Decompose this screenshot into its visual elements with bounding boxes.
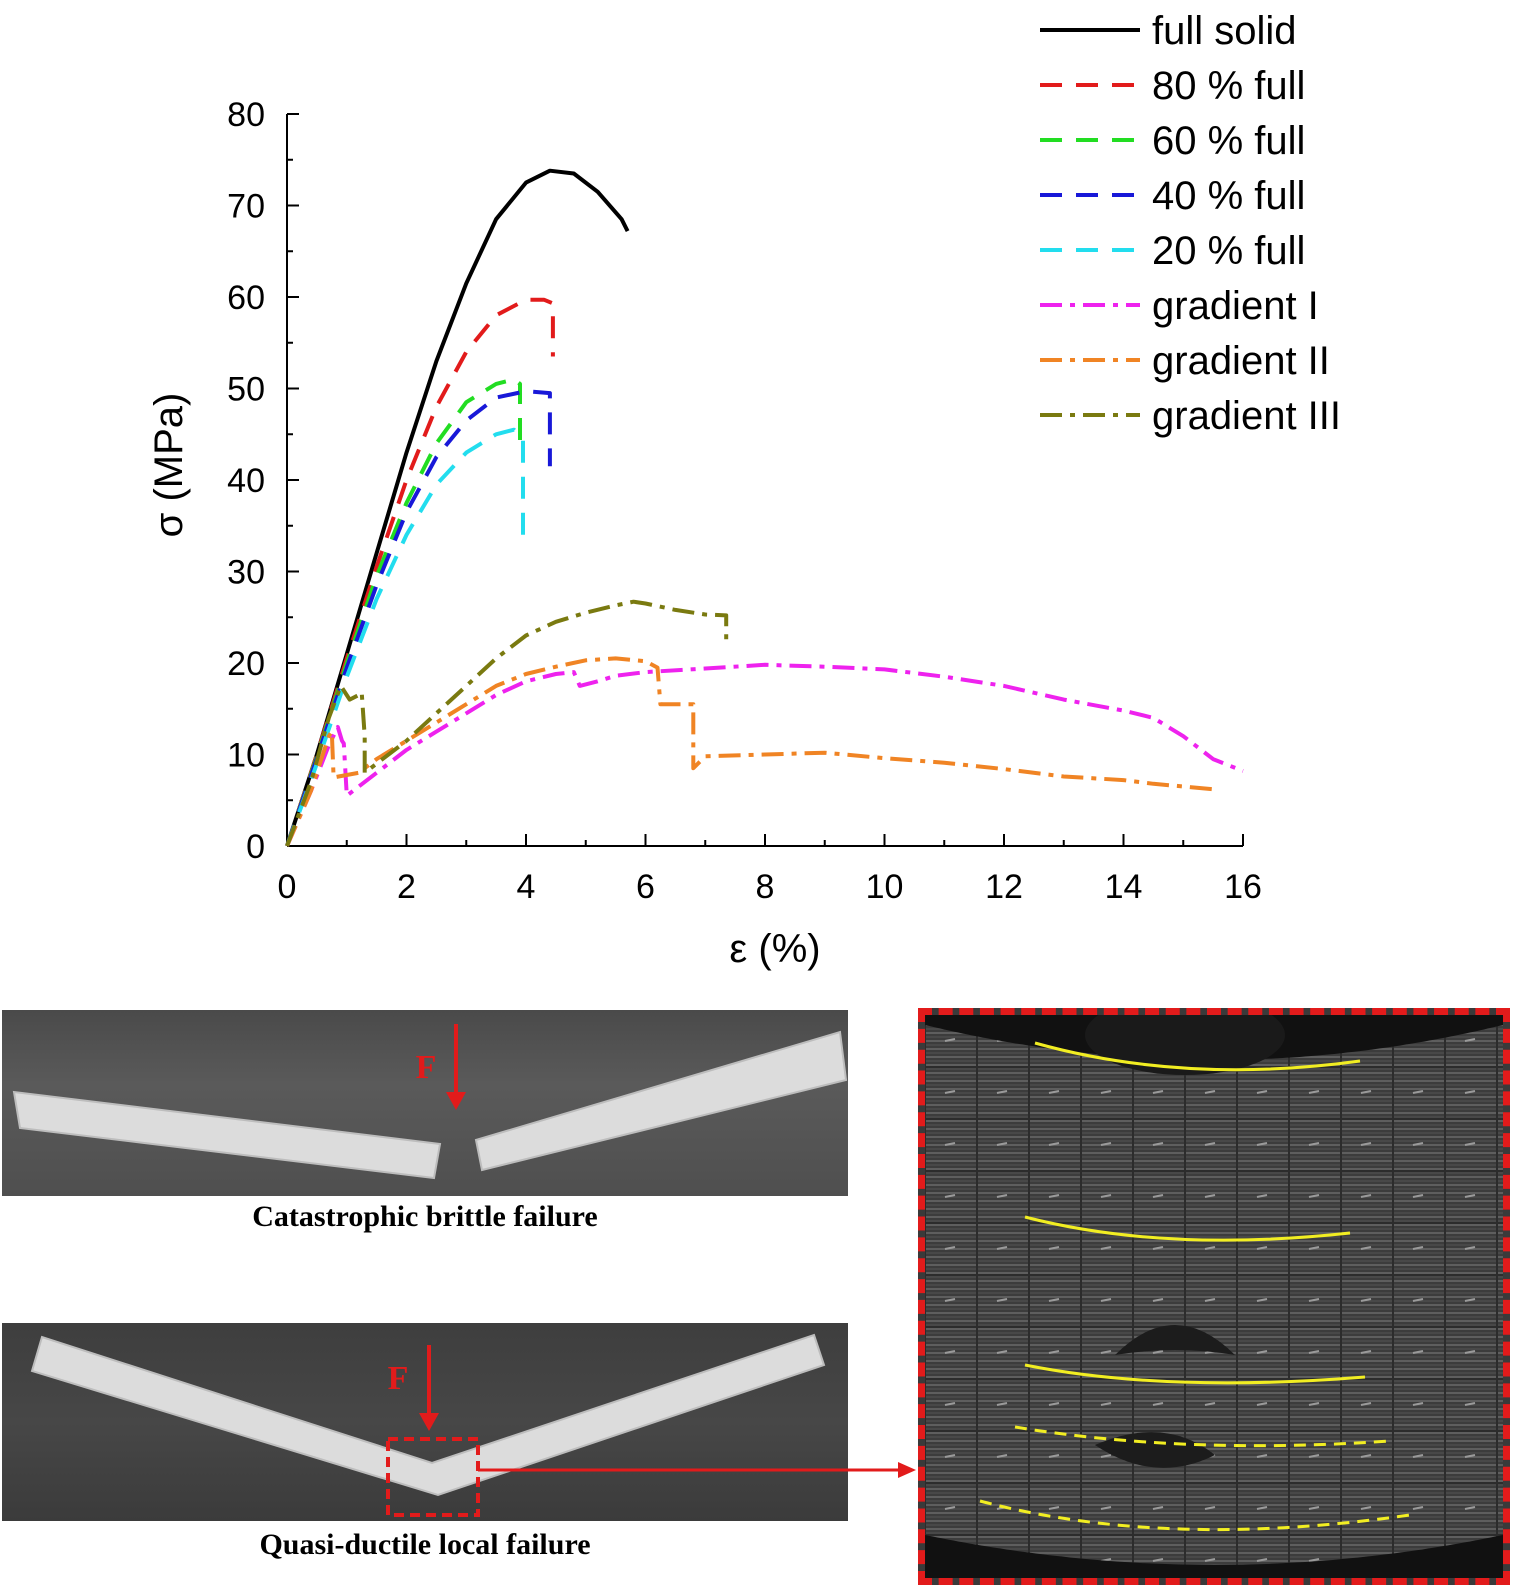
y-tick-label: 50 [227,371,265,409]
force-arrow-bottom [419,1413,439,1431]
y-tick-label: 80 [227,96,265,134]
force-arrow-top [446,1092,466,1110]
x-tick-label: 0 [278,868,297,906]
broken-bar-right [474,1030,848,1172]
x-tick-label: 16 [1224,868,1262,906]
x-axis-label: ε (%) [729,927,820,971]
stress-strain-chart: 0 2 4 6 8 10 12 14 16 0 10 20 30 40 50 60 70 80 full soli… [147,9,1341,971]
bent-bar [30,1333,826,1497]
series-line-2 [285,377,522,847]
y-tick-label: 20 [227,645,265,683]
brittle-failure-caption: Catastrophic brittle failure [252,1200,598,1233]
ductile-failure-caption: Quasi-ductile local failure [259,1528,591,1561]
series-line-0 [285,168,630,847]
chart-series [285,168,1244,847]
broken-bar-left [12,1090,442,1180]
legend-label-1: 80 % full [1152,64,1305,108]
x-tick-label: 10 [866,868,904,906]
x-tick-label: 14 [1105,868,1143,906]
legend-label-4: 20 % full [1152,229,1305,273]
legend-label-0: full solid [1152,9,1297,53]
legend-label-2: 60 % full [1152,119,1305,163]
chart-legend: full solid 80 % full 60 % full 40 % full 20 … [1040,9,1341,438]
series-line-5 [285,662,1244,847]
legend-label-6: gradient II [1152,339,1330,383]
force-label-bottom: F [388,1360,409,1397]
series-line-6 [285,656,1214,847]
y-tick-label: 30 [227,554,265,592]
brittle-failure-photo: F [2,1010,848,1196]
force-label-top: F [416,1049,437,1086]
x-tick-label: 6 [636,868,655,906]
legend-label-3: 40 % full [1152,174,1305,218]
micrograph-panel [918,1008,1510,1585]
series-line-1 [285,297,555,847]
series-line-3 [285,389,552,847]
x-tick-label: 12 [985,868,1023,906]
legend-label-7: gradient III [1152,394,1341,438]
y-tick-label: 10 [227,737,265,775]
yellow-guide-lines [979,1041,1411,1532]
legend-label-5: gradient I [1152,284,1319,328]
y-tick-label: 60 [227,279,265,317]
y-tick-label: 70 [227,188,265,226]
failure-zoom-box [386,1437,480,1517]
x-tick-label: 4 [517,868,536,906]
series-line-7 [285,599,729,847]
x-tick-label: 8 [756,868,775,906]
x-tick-label: 2 [397,868,416,906]
ductile-failure-photo: F [2,1323,848,1521]
y-tick-label: 40 [227,462,265,500]
y-axis-label: σ (MPa) [147,393,191,538]
chart-axes: 0 2 4 6 8 10 12 14 16 0 10 20 30 40 50 60 70 80 [227,96,1262,906]
y-tick-label: 0 [246,828,265,866]
series-line-4 [285,427,525,847]
